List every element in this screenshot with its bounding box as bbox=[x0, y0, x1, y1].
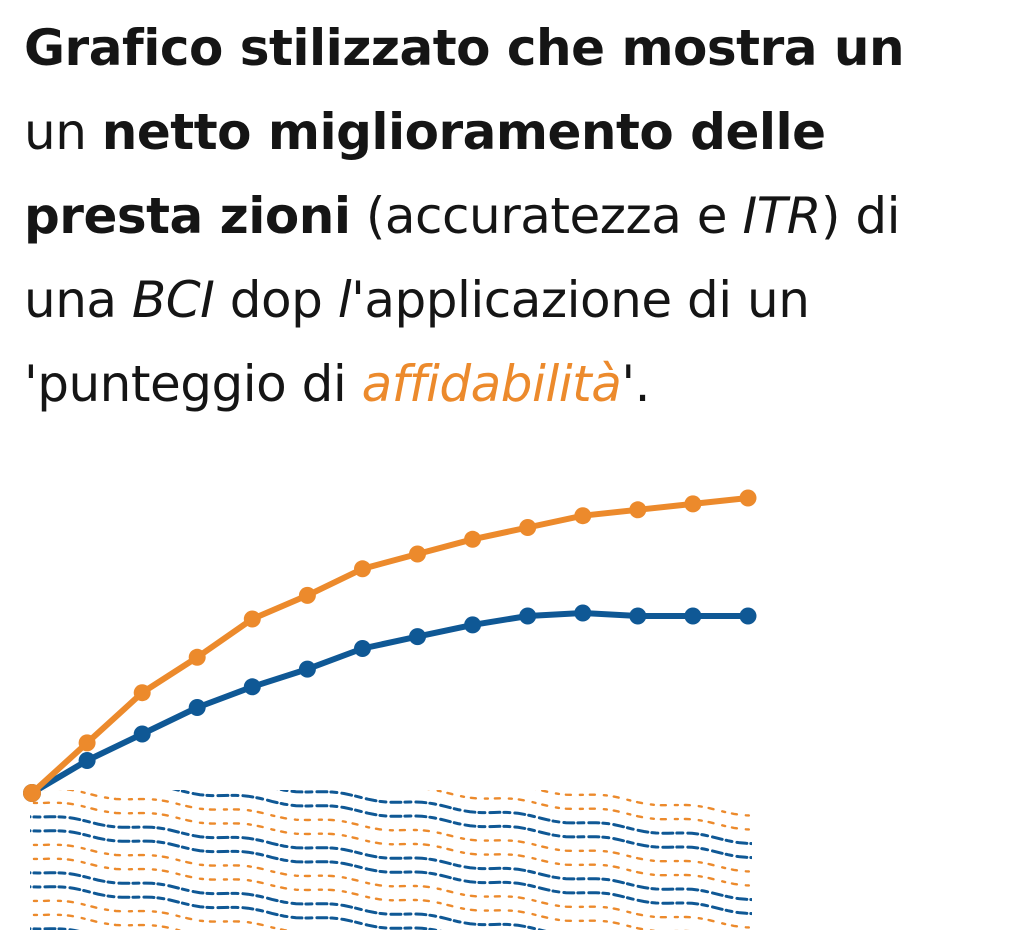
title-line-3: presta zioni (accuratezza e ITR) di bbox=[24, 187, 901, 245]
title-line-1: Grafico stilizzato che mostra un bbox=[24, 19, 905, 77]
data-point bbox=[354, 640, 371, 657]
data-point bbox=[78, 752, 96, 769]
data-point bbox=[684, 607, 702, 625]
data-point bbox=[629, 607, 647, 625]
data-point bbox=[354, 560, 371, 578]
series-with-reliability-score bbox=[23, 489, 757, 802]
line-chart bbox=[0, 470, 1024, 942]
data-point bbox=[188, 699, 206, 716]
data-point bbox=[409, 628, 426, 646]
data-point bbox=[519, 607, 537, 625]
data-point bbox=[574, 507, 592, 525]
data-point bbox=[464, 616, 482, 634]
data-point bbox=[739, 607, 757, 625]
data-point bbox=[409, 545, 426, 563]
title-line-2: un netto miglioramento delle bbox=[24, 103, 826, 161]
chart-canvas bbox=[23, 489, 757, 930]
title-line-4: una BCI dop l'applicazione di un bbox=[24, 271, 810, 329]
data-point bbox=[298, 660, 316, 678]
data-point bbox=[23, 784, 41, 802]
data-point bbox=[133, 725, 151, 743]
data-point bbox=[243, 678, 261, 696]
data-point bbox=[133, 684, 151, 702]
data-point bbox=[739, 489, 757, 507]
series-layer bbox=[23, 489, 757, 802]
title-line-5: 'punteggio di affidabilità'. bbox=[24, 355, 651, 413]
accent-word: affidabilità bbox=[361, 355, 622, 413]
series-baseline bbox=[23, 604, 757, 802]
data-point bbox=[188, 648, 206, 666]
data-point bbox=[298, 586, 316, 604]
data-point bbox=[243, 610, 261, 628]
data-point bbox=[629, 501, 647, 519]
data-point bbox=[574, 604, 592, 622]
data-point bbox=[684, 495, 702, 513]
hatched-noise-band bbox=[30, 790, 752, 930]
data-point bbox=[519, 519, 537, 536]
data-point bbox=[464, 530, 482, 548]
chart-title: Grafico stilizzato che mostra un un nett… bbox=[24, 6, 1014, 426]
data-point bbox=[78, 734, 96, 752]
